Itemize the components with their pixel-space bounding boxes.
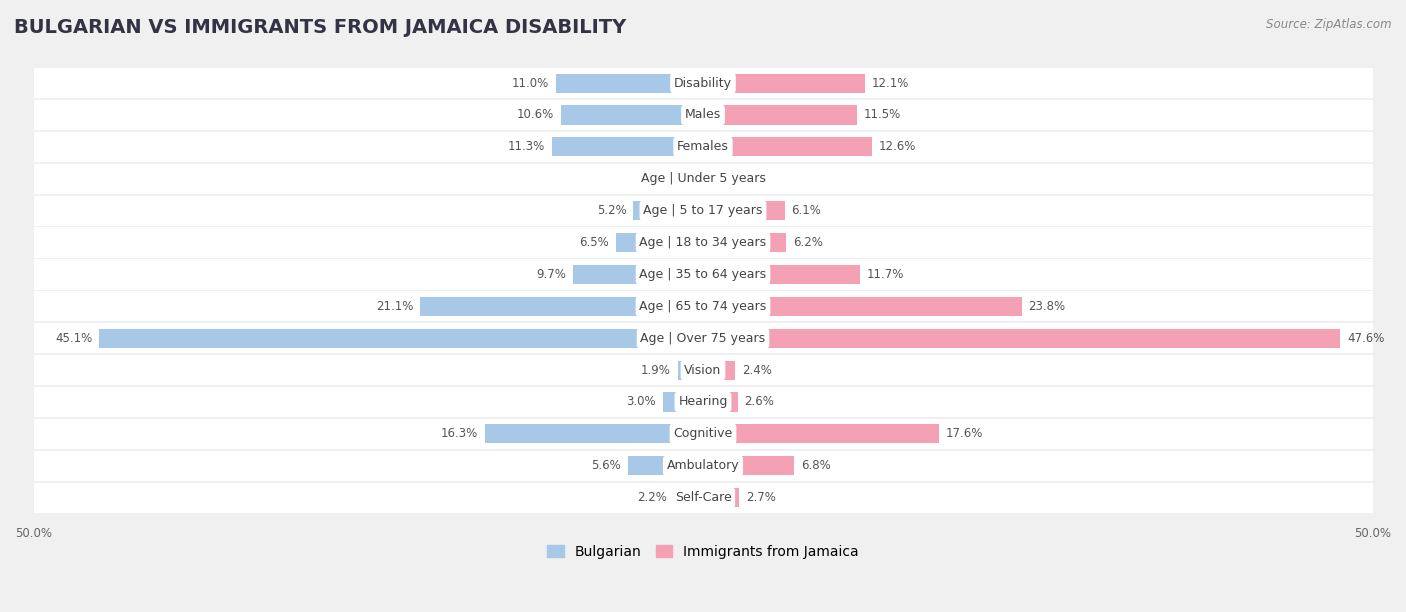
Text: Age | 5 to 17 years: Age | 5 to 17 years: [644, 204, 762, 217]
Text: 12.6%: 12.6%: [879, 140, 915, 154]
Bar: [98, 329, 703, 348]
Text: 10.6%: 10.6%: [517, 108, 554, 122]
Bar: [555, 73, 703, 92]
Bar: [686, 169, 703, 188]
Text: 2.6%: 2.6%: [745, 395, 775, 408]
Text: Hearing: Hearing: [678, 395, 728, 408]
Text: 11.3%: 11.3%: [508, 140, 546, 154]
Bar: [34, 482, 1372, 513]
Bar: [703, 360, 735, 379]
Text: 2.7%: 2.7%: [745, 491, 776, 504]
Bar: [703, 297, 1022, 316]
Bar: [703, 233, 786, 252]
Text: Self-Care: Self-Care: [675, 491, 731, 504]
Text: 47.6%: 47.6%: [1347, 332, 1385, 345]
Text: 5.6%: 5.6%: [592, 459, 621, 472]
Text: Age | 35 to 64 years: Age | 35 to 64 years: [640, 268, 766, 281]
Bar: [678, 360, 703, 379]
Bar: [703, 73, 865, 92]
Bar: [34, 259, 1372, 289]
Bar: [420, 297, 703, 316]
Text: 5.2%: 5.2%: [598, 204, 627, 217]
Bar: [34, 195, 1372, 226]
Bar: [662, 392, 703, 411]
Text: Age | Under 5 years: Age | Under 5 years: [641, 172, 765, 185]
Text: 1.2%: 1.2%: [725, 172, 755, 185]
Text: 6.2%: 6.2%: [793, 236, 823, 249]
Text: 6.5%: 6.5%: [579, 236, 609, 249]
Bar: [616, 233, 703, 252]
Legend: Bulgarian, Immigrants from Jamaica: Bulgarian, Immigrants from Jamaica: [541, 539, 865, 564]
Text: 16.3%: 16.3%: [441, 427, 478, 441]
Text: Source: ZipAtlas.com: Source: ZipAtlas.com: [1267, 18, 1392, 31]
Text: Age | 18 to 34 years: Age | 18 to 34 years: [640, 236, 766, 249]
Text: Age | Over 75 years: Age | Over 75 years: [641, 332, 765, 345]
Text: 9.7%: 9.7%: [537, 268, 567, 281]
Text: 17.6%: 17.6%: [945, 427, 983, 441]
Text: 6.1%: 6.1%: [792, 204, 821, 217]
Bar: [703, 392, 738, 411]
Bar: [703, 456, 794, 476]
Text: 12.1%: 12.1%: [872, 76, 910, 89]
Bar: [633, 201, 703, 220]
Bar: [703, 488, 740, 507]
Text: Age | 65 to 74 years: Age | 65 to 74 years: [640, 300, 766, 313]
Text: Males: Males: [685, 108, 721, 122]
Text: 45.1%: 45.1%: [55, 332, 93, 345]
Bar: [673, 488, 703, 507]
Bar: [703, 201, 785, 220]
Text: 1.3%: 1.3%: [650, 172, 679, 185]
Bar: [34, 163, 1372, 194]
Text: 2.2%: 2.2%: [637, 491, 666, 504]
Text: 2.4%: 2.4%: [742, 364, 772, 376]
Bar: [574, 265, 703, 284]
Text: 11.5%: 11.5%: [863, 108, 901, 122]
Bar: [34, 68, 1372, 99]
Bar: [703, 329, 1340, 348]
Text: Ambulatory: Ambulatory: [666, 459, 740, 472]
Text: 23.8%: 23.8%: [1028, 300, 1066, 313]
Bar: [34, 132, 1372, 162]
Text: 11.0%: 11.0%: [512, 76, 548, 89]
Bar: [34, 450, 1372, 481]
Bar: [34, 419, 1372, 449]
Bar: [34, 228, 1372, 258]
Text: BULGARIAN VS IMMIGRANTS FROM JAMAICA DISABILITY: BULGARIAN VS IMMIGRANTS FROM JAMAICA DIS…: [14, 18, 626, 37]
Bar: [34, 291, 1372, 321]
Text: Vision: Vision: [685, 364, 721, 376]
Text: Disability: Disability: [673, 76, 733, 89]
Text: 6.8%: 6.8%: [801, 459, 831, 472]
Bar: [34, 355, 1372, 385]
Text: 1.9%: 1.9%: [641, 364, 671, 376]
Text: 21.1%: 21.1%: [377, 300, 413, 313]
Bar: [703, 137, 872, 157]
Bar: [561, 105, 703, 125]
Bar: [485, 424, 703, 444]
Bar: [34, 387, 1372, 417]
Bar: [703, 424, 939, 444]
Bar: [703, 169, 718, 188]
Text: 11.7%: 11.7%: [866, 268, 904, 281]
Bar: [34, 323, 1372, 353]
Bar: [703, 265, 859, 284]
Bar: [551, 137, 703, 157]
Bar: [34, 100, 1372, 130]
Text: Females: Females: [678, 140, 728, 154]
Text: Cognitive: Cognitive: [673, 427, 733, 441]
Bar: [628, 456, 703, 476]
Bar: [703, 105, 858, 125]
Text: 3.0%: 3.0%: [627, 395, 657, 408]
